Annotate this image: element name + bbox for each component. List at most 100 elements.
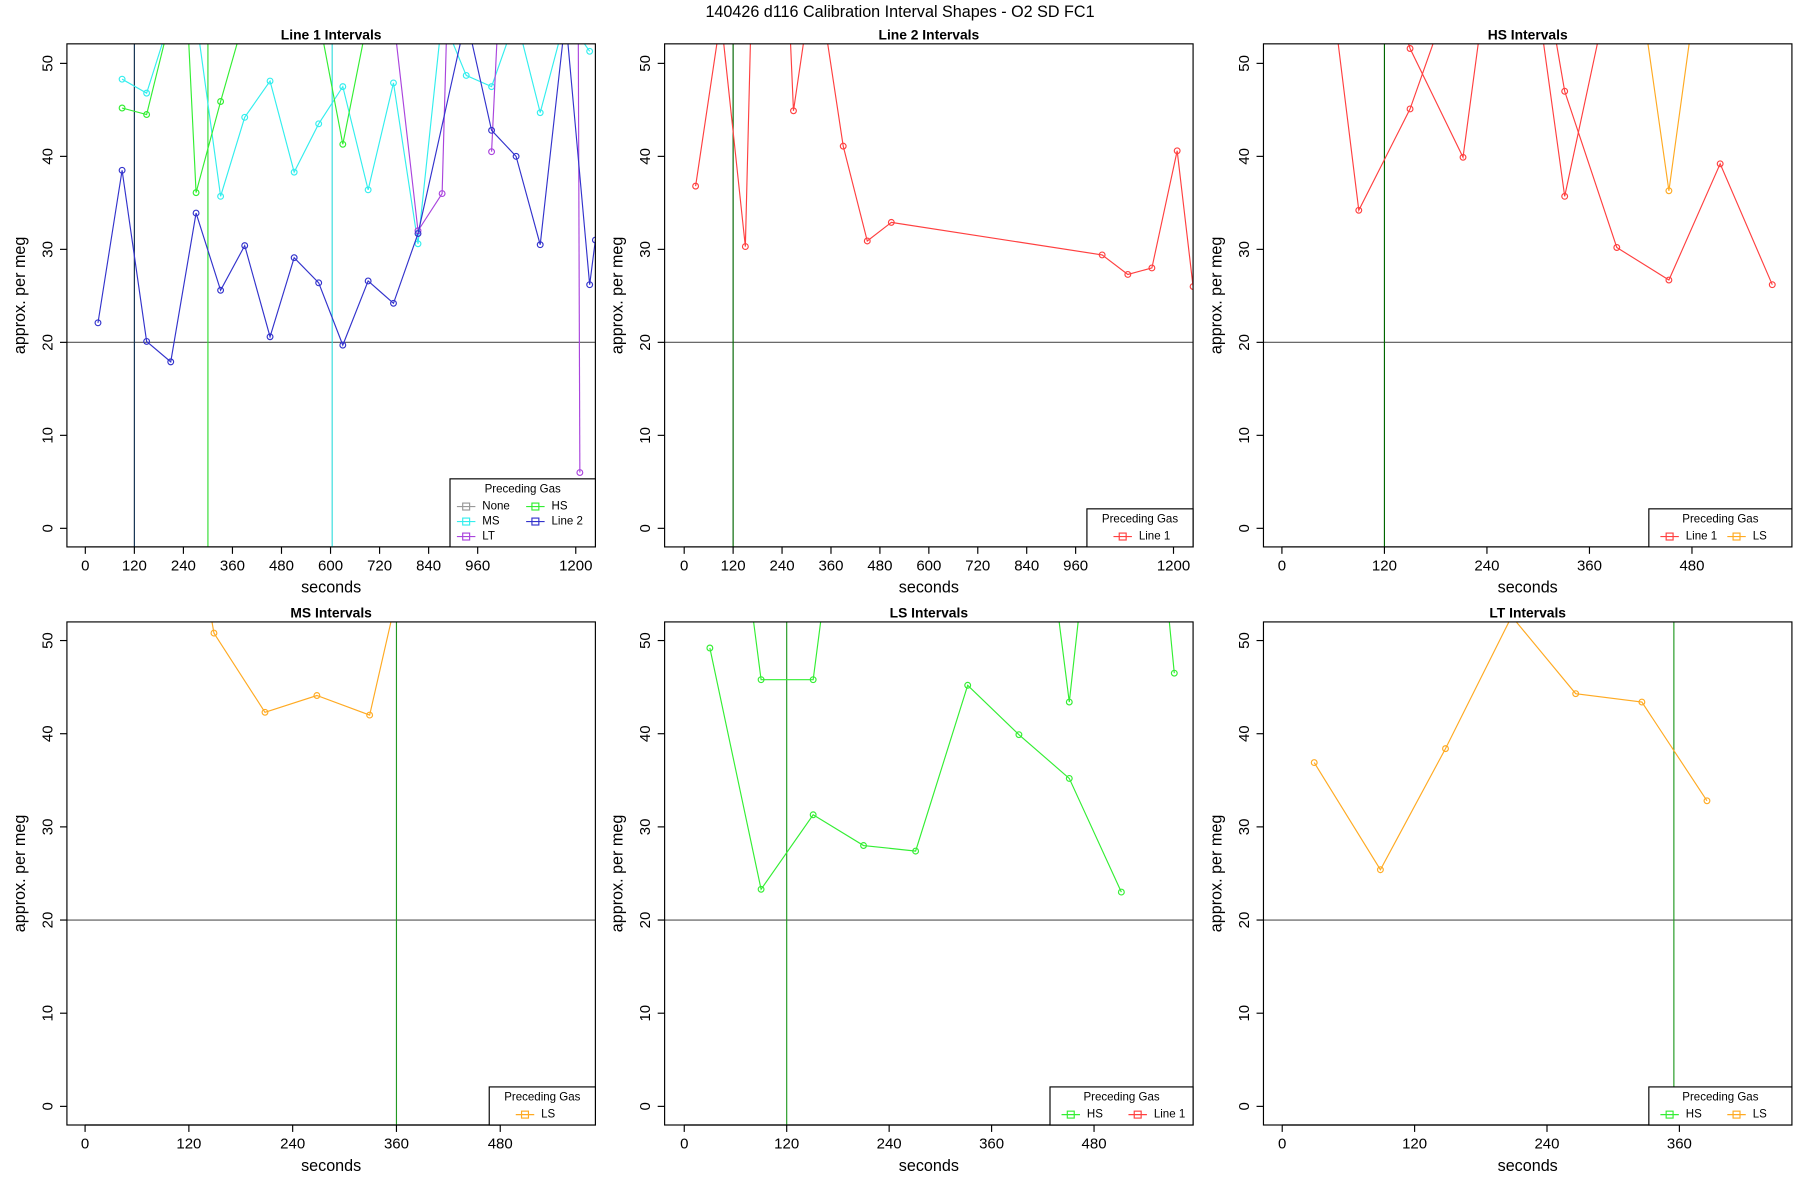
data-line <box>1647 43 1690 191</box>
legend-label: Line 1 <box>1154 1109 1185 1121</box>
data-point <box>217 286 225 294</box>
data-point <box>912 847 920 855</box>
y-tick-label: 40 <box>39 148 56 165</box>
data-point <box>339 140 347 148</box>
y-tick-label: 20 <box>1236 912 1253 929</box>
data-point <box>313 692 321 699</box>
data-point <box>364 277 372 285</box>
y-tick-label: 40 <box>637 148 654 165</box>
data-point <box>217 192 225 200</box>
data-line <box>753 621 822 681</box>
x-tick-label: 120 <box>122 558 147 575</box>
x-tick-label: 960 <box>1063 558 1088 575</box>
y-tick-label: 30 <box>39 819 56 836</box>
legend-box <box>488 1086 596 1126</box>
data-line <box>577 43 581 473</box>
y-tick-label: 40 <box>39 725 56 742</box>
data-point <box>747 591 753 597</box>
x-tick-label: 1200 <box>559 558 592 575</box>
data-point <box>1015 731 1023 739</box>
y-axis-title: approx. per meg <box>1208 237 1226 355</box>
legend-label: Line 2 <box>552 516 583 528</box>
data-point <box>414 230 422 238</box>
data-point <box>241 113 249 121</box>
data-line <box>211 621 392 716</box>
data-point <box>94 319 102 327</box>
data-point <box>168 14 174 20</box>
data-point <box>1600 14 1606 20</box>
data-line <box>1337 43 1434 213</box>
data-point <box>439 14 445 20</box>
x-tick-label: 480 <box>1082 1136 1107 1153</box>
legend-label: HS <box>1087 1109 1103 1121</box>
data-point <box>1406 45 1414 52</box>
x-tick-label: 360 <box>979 1136 1004 1153</box>
legend-title: Preceding Gas <box>1083 1091 1159 1103</box>
plot-area <box>664 43 1194 547</box>
x-axis-title: seconds <box>1498 579 1558 597</box>
data-point <box>1397 14 1403 20</box>
data-point <box>1479 14 1485 20</box>
legend-label: HS <box>552 501 568 513</box>
x-tick-label: 360 <box>1667 1136 1692 1153</box>
x-tick-label: 120 <box>774 1136 799 1153</box>
data-point <box>1098 251 1106 259</box>
legend-label: LS <box>1753 1109 1767 1121</box>
data-point <box>444 14 450 20</box>
data-point <box>1053 591 1059 597</box>
legend-marker <box>531 517 540 526</box>
panel: LT Intervals seconds approx. per meg 0 10 20 3… <box>1208 605 1793 1175</box>
x-tick-label: 0 <box>81 558 89 575</box>
x-tick-label: 240 <box>770 558 795 575</box>
data-point <box>741 243 749 251</box>
legend: Preceding Gas HS LS <box>1648 1086 1793 1126</box>
data-point <box>1703 797 1711 805</box>
data-point <box>167 358 175 366</box>
data-point <box>790 107 797 115</box>
y-tick-label: 50 <box>637 632 654 649</box>
legend-box <box>1086 508 1194 548</box>
x-tick-label: 480 <box>488 1136 513 1153</box>
data-point <box>365 14 371 20</box>
data-point <box>591 236 596 244</box>
y-tick-label: 0 <box>637 524 654 532</box>
data-point <box>1638 698 1646 706</box>
data-point <box>1716 160 1724 168</box>
data-point <box>217 98 225 105</box>
data-point <box>1549 14 1555 20</box>
data-line <box>395 43 447 233</box>
x-axis-title: seconds <box>1498 1157 1558 1175</box>
data-point <box>1355 206 1363 214</box>
legend-marker <box>1066 1110 1075 1119</box>
data-point <box>809 676 817 684</box>
data-line <box>188 43 238 193</box>
data-point <box>390 299 397 307</box>
legend-label: HS <box>1686 1109 1702 1121</box>
figure-title: 140426 d116 Calibration Interval Shapes … <box>705 3 1094 21</box>
plot-frame <box>66 621 596 1126</box>
data-point <box>1613 244 1621 251</box>
data-line <box>1555 43 1773 285</box>
data-point <box>143 337 151 345</box>
legend-marker <box>462 502 471 511</box>
y-tick-label: 0 <box>39 1102 56 1110</box>
legend-marker <box>520 1110 530 1119</box>
y-tick-label: 20 <box>637 334 654 351</box>
legend-marker <box>1732 1110 1741 1119</box>
data-point <box>809 811 817 819</box>
y-tick-label: 0 <box>1236 1102 1253 1110</box>
legend-label: LS <box>1753 531 1767 543</box>
data-point <box>495 14 501 20</box>
x-tick-label: 0 <box>81 1136 89 1153</box>
y-tick-label: 10 <box>1236 1005 1253 1022</box>
data-point <box>261 708 269 716</box>
data-point <box>1078 591 1084 597</box>
data-line <box>121 43 591 244</box>
data-point <box>1572 690 1580 698</box>
y-tick-label: 50 <box>637 55 654 72</box>
data-line <box>97 43 596 363</box>
plot-area <box>1263 621 1792 1125</box>
x-tick-label: 0 <box>1278 558 1286 575</box>
data-point <box>118 75 126 83</box>
data-point <box>462 72 470 79</box>
